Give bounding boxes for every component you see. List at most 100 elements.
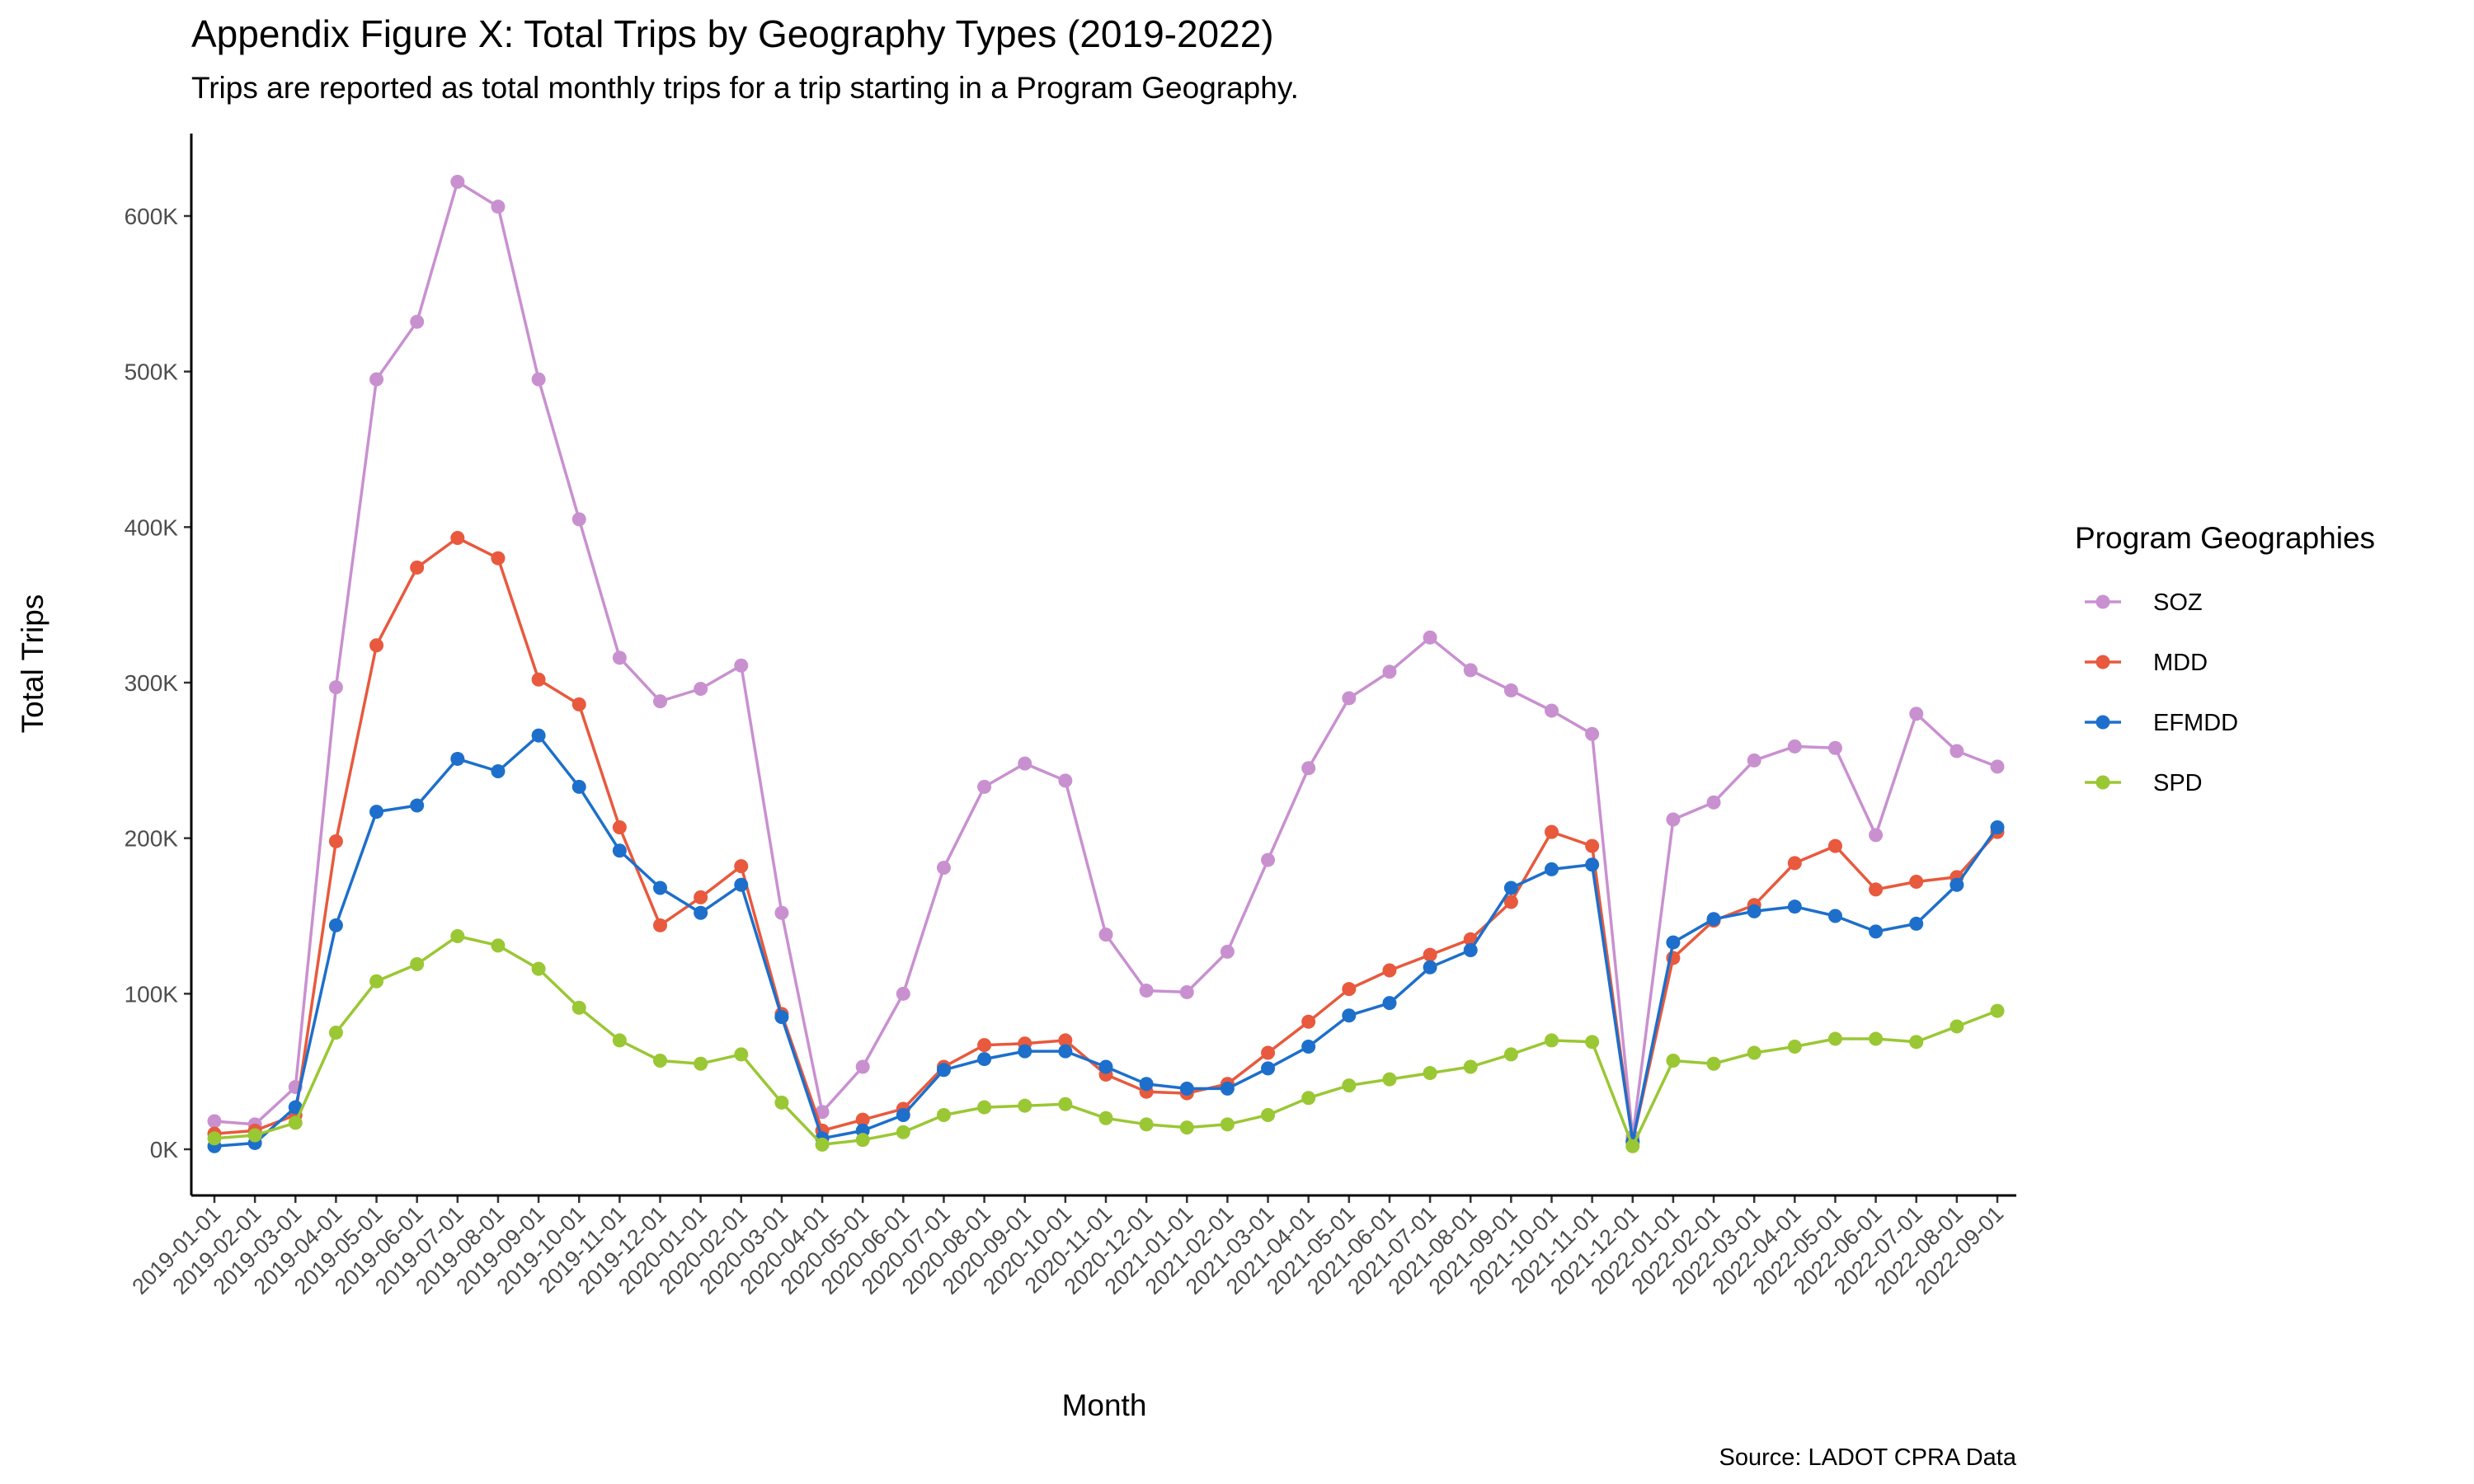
data-point-soz bbox=[410, 314, 425, 329]
data-point-soz bbox=[1950, 744, 1964, 758]
series-line-mdd bbox=[214, 536, 1999, 1144]
data-point-spd bbox=[1706, 1056, 1721, 1071]
data-point-spd bbox=[1098, 1111, 1113, 1125]
data-point-mdd bbox=[734, 859, 749, 874]
data-point-spd bbox=[694, 1056, 708, 1071]
data-point-efmdd bbox=[1423, 960, 1437, 974]
data-point-spd bbox=[1301, 1091, 1316, 1106]
data-point-mdd bbox=[571, 697, 586, 711]
data-point-spd bbox=[1787, 1039, 1802, 1054]
data-point-spd bbox=[1747, 1045, 1761, 1060]
data-point-soz bbox=[1261, 852, 1276, 867]
data-point-efmdd bbox=[1382, 996, 1397, 1011]
data-point-soz bbox=[977, 779, 992, 794]
legend-key-point-soz bbox=[2095, 594, 2110, 609]
data-point-mdd bbox=[1261, 1045, 1276, 1060]
data-point-spd bbox=[1261, 1107, 1276, 1122]
data-point-efmdd bbox=[1950, 877, 1964, 892]
data-point-efmdd bbox=[1666, 935, 1681, 950]
y-tick-label: 600K bbox=[125, 204, 179, 229]
series-soz bbox=[207, 174, 2005, 1144]
data-point-spd bbox=[369, 974, 384, 989]
data-point-efmdd bbox=[1261, 1061, 1276, 1076]
data-point-soz bbox=[1869, 828, 1884, 843]
data-point-soz bbox=[369, 372, 384, 387]
data-point-spd bbox=[1179, 1120, 1194, 1135]
data-point-spd bbox=[815, 1137, 830, 1152]
data-point-soz bbox=[491, 200, 506, 214]
data-point-spd bbox=[1342, 1078, 1357, 1093]
data-point-soz bbox=[734, 658, 749, 673]
data-point-spd bbox=[774, 1095, 789, 1110]
data-point-spd bbox=[1018, 1098, 1032, 1113]
data-point-spd bbox=[1950, 1019, 1964, 1034]
data-point-soz bbox=[653, 694, 667, 709]
data-point-efmdd bbox=[1869, 924, 1884, 939]
data-point-mdd bbox=[1545, 824, 1559, 839]
data-point-spd bbox=[612, 1033, 627, 1048]
series-efmdd bbox=[207, 728, 2005, 1153]
data-point-efmdd bbox=[653, 881, 667, 895]
data-point-soz bbox=[207, 1114, 222, 1129]
data-point-soz bbox=[1706, 795, 1721, 810]
series-mdd bbox=[207, 531, 2005, 1149]
data-point-mdd bbox=[1585, 838, 1600, 853]
data-point-mdd bbox=[410, 560, 425, 575]
data-point-spd bbox=[1382, 1072, 1397, 1087]
data-point-spd bbox=[450, 929, 465, 944]
data-point-spd bbox=[1503, 1047, 1518, 1062]
data-point-efmdd bbox=[896, 1107, 910, 1122]
data-point-spd bbox=[1463, 1059, 1478, 1074]
source-caption: Source: LADOT CPRA Data bbox=[1719, 1444, 2016, 1471]
data-point-soz bbox=[328, 680, 343, 695]
data-point-efmdd bbox=[571, 779, 586, 794]
data-point-mdd bbox=[1058, 1033, 1073, 1048]
data-point-soz bbox=[896, 986, 910, 1001]
data-point-mdd bbox=[1909, 874, 1924, 889]
data-point-soz bbox=[1058, 773, 1073, 788]
series-layer bbox=[207, 174, 2005, 1153]
data-point-spd bbox=[410, 956, 425, 971]
data-point-soz bbox=[1463, 663, 1478, 678]
data-point-mdd bbox=[1827, 838, 1842, 853]
data-point-spd bbox=[1585, 1035, 1600, 1050]
data-point-efmdd bbox=[1179, 1081, 1194, 1096]
legend-key-point-spd bbox=[2095, 775, 2110, 790]
data-point-mdd bbox=[1382, 963, 1397, 978]
data-point-mdd bbox=[612, 819, 627, 834]
data-point-mdd bbox=[369, 638, 384, 653]
data-point-efmdd bbox=[936, 1063, 951, 1078]
data-point-soz bbox=[1342, 691, 1357, 706]
data-point-efmdd bbox=[1909, 916, 1924, 931]
data-point-soz bbox=[531, 372, 546, 387]
data-point-mdd bbox=[1423, 947, 1437, 962]
data-point-soz bbox=[1423, 630, 1437, 645]
data-point-efmdd bbox=[1545, 862, 1559, 876]
y-axis-ticks: 0K 100K 200K 300K 400K 500K 600K bbox=[125, 204, 191, 1162]
data-point-efmdd bbox=[1585, 857, 1600, 872]
data-point-efmdd bbox=[1706, 912, 1721, 927]
data-point-efmdd bbox=[734, 877, 749, 892]
data-point-mdd bbox=[1342, 982, 1357, 997]
data-point-efmdd bbox=[1503, 881, 1518, 895]
series-line-soz bbox=[214, 180, 1998, 1139]
data-point-spd bbox=[896, 1125, 910, 1139]
chart-title: Appendix Figure X: Total Trips by Geogra… bbox=[191, 12, 1274, 55]
data-point-efmdd bbox=[410, 798, 425, 813]
data-point-spd bbox=[571, 1000, 586, 1015]
data-point-spd bbox=[734, 1047, 749, 1062]
data-point-efmdd bbox=[1220, 1081, 1235, 1096]
data-point-spd bbox=[1990, 1003, 2005, 1018]
data-point-efmdd bbox=[1827, 909, 1842, 923]
data-point-efmdd bbox=[288, 1100, 303, 1115]
data-point-efmdd bbox=[1747, 904, 1761, 918]
data-point-mdd bbox=[328, 834, 343, 848]
x-axis-ticks: 2019-01-012019-02-012019-03-012019-04-01… bbox=[127, 1195, 2008, 1299]
data-point-soz bbox=[1990, 759, 2005, 774]
data-point-mdd bbox=[653, 918, 667, 932]
data-point-soz bbox=[1827, 740, 1842, 755]
legend-title: Program Geographies bbox=[2075, 521, 2375, 555]
data-point-mdd bbox=[1787, 856, 1802, 871]
data-point-spd bbox=[288, 1115, 303, 1130]
